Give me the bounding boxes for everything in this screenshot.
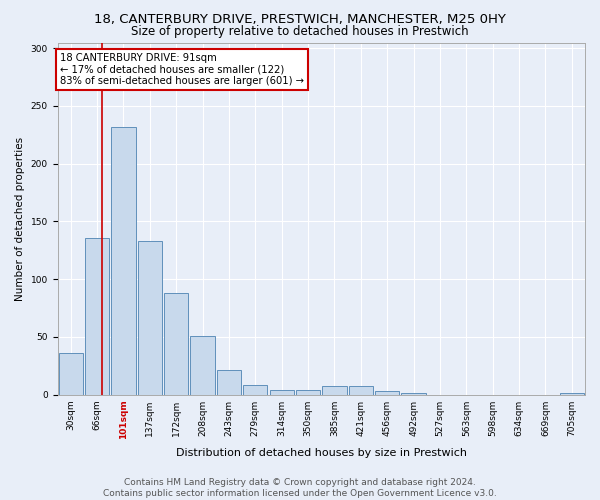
Y-axis label: Number of detached properties: Number of detached properties xyxy=(15,136,25,300)
Text: Contains HM Land Registry data © Crown copyright and database right 2024.
Contai: Contains HM Land Registry data © Crown c… xyxy=(103,478,497,498)
Bar xyxy=(59,353,83,395)
Bar xyxy=(85,238,109,394)
Bar xyxy=(375,391,400,394)
Bar xyxy=(217,370,241,394)
Bar xyxy=(164,293,188,394)
Bar xyxy=(190,336,215,394)
X-axis label: Distribution of detached houses by size in Prestwich: Distribution of detached houses by size … xyxy=(176,448,467,458)
Bar xyxy=(243,386,268,394)
Bar xyxy=(112,127,136,394)
Bar xyxy=(269,390,294,394)
Bar xyxy=(322,386,347,394)
Bar xyxy=(349,386,373,394)
Bar xyxy=(296,390,320,394)
Text: 18, CANTERBURY DRIVE, PRESTWICH, MANCHESTER, M25 0HY: 18, CANTERBURY DRIVE, PRESTWICH, MANCHES… xyxy=(94,12,506,26)
Text: 18 CANTERBURY DRIVE: 91sqm
← 17% of detached houses are smaller (122)
83% of sem: 18 CANTERBURY DRIVE: 91sqm ← 17% of deta… xyxy=(60,53,304,86)
Text: Size of property relative to detached houses in Prestwich: Size of property relative to detached ho… xyxy=(131,25,469,38)
Bar xyxy=(138,241,162,394)
